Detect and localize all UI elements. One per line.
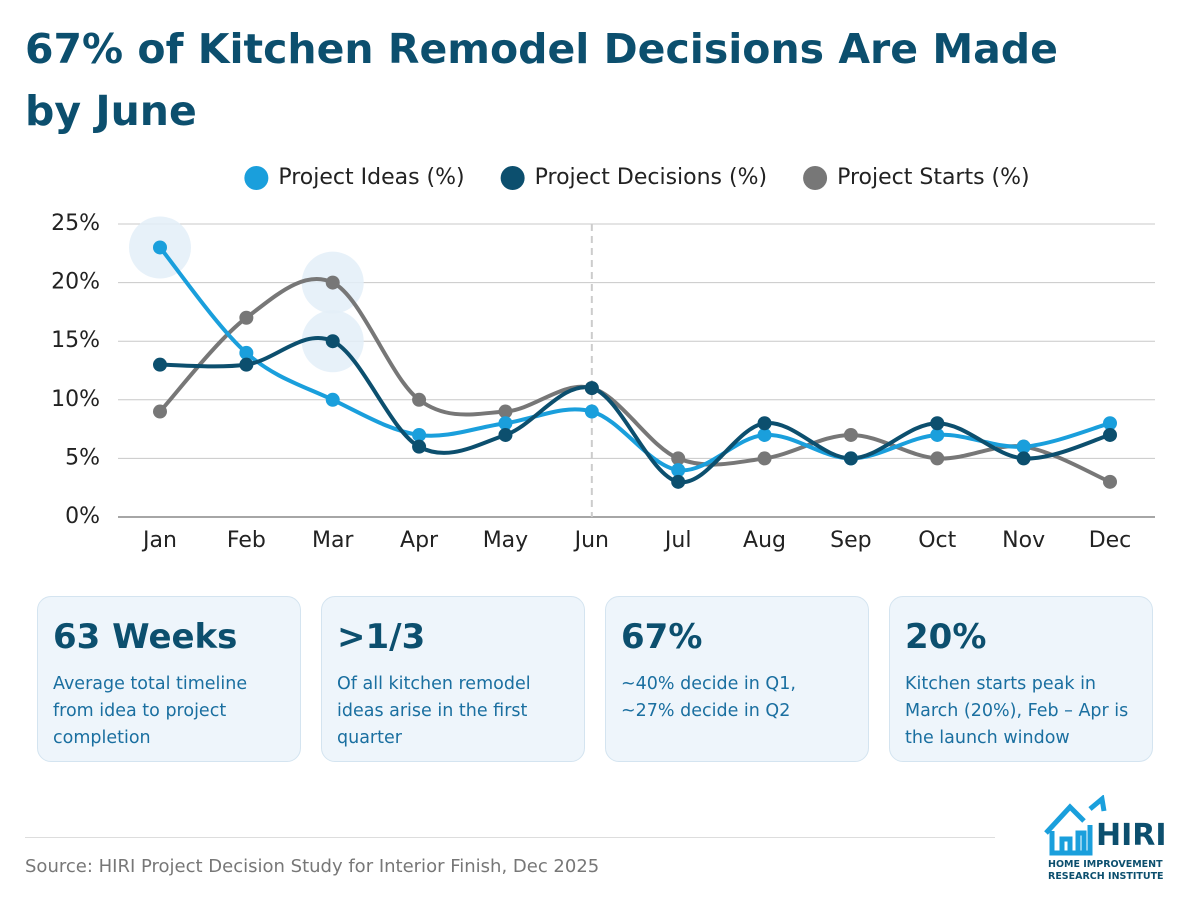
- data-point: [1103, 416, 1117, 431]
- data-point: [584, 404, 599, 419]
- data-point: [325, 392, 340, 407]
- card-text: ~40% decide in Q1, ~27% decide in Q2: [621, 674, 796, 721]
- card-text: Of all kitchen remodel ideas arise in th…: [337, 674, 531, 748]
- series-line: [159, 335, 1111, 484]
- x-tick-label: Feb: [227, 528, 266, 553]
- logo-icon: [1044, 795, 1107, 835]
- legend-swatch: [500, 166, 525, 190]
- data-point: [325, 334, 340, 349]
- legend-item: Project Decisions (%): [500, 165, 767, 190]
- data-point: [930, 416, 945, 431]
- y-tick-label: 10%: [51, 387, 100, 412]
- y-tick-label: 15%: [51, 328, 100, 353]
- data-point: [584, 381, 599, 396]
- x-tick-label: Jul: [663, 528, 692, 553]
- logo: HIRI HOME IMPROVEMENT RESEARCH INSTITUTE: [1044, 795, 1167, 882]
- logo-name: HIRI: [1096, 818, 1167, 853]
- x-tick-label: Oct: [918, 528, 956, 553]
- x-tick-label: Aug: [743, 528, 786, 553]
- legend: Project Ideas (%) Project Decisions (%) Pr…: [244, 165, 1030, 190]
- legend-item: Project Starts (%): [803, 165, 1030, 190]
- stat-card: 63 Weeks Average total timeline from idea…: [37, 596, 301, 762]
- data-point: [412, 392, 427, 407]
- x-tick-label: Nov: [1002, 528, 1045, 553]
- legend-swatch: [803, 166, 828, 190]
- card-headline: 20%: [905, 617, 987, 657]
- logo-line: RESEARCH INSTITUTE: [1048, 871, 1164, 882]
- data-point: [153, 404, 167, 419]
- logo-line: HOME IMPROVEMENT: [1048, 859, 1163, 870]
- stat-card: 20% Kitchen starts peak in March (20%), F…: [889, 596, 1153, 762]
- card-headline: 67%: [621, 617, 703, 657]
- card-text: Average total timeline from idea to proj…: [53, 674, 248, 748]
- y-tick-label: 5%: [65, 445, 100, 470]
- data-point: [498, 404, 513, 419]
- legend-label: Project Ideas (%): [278, 165, 464, 190]
- card-headline: 63 Weeks: [53, 617, 238, 657]
- legend-item: Project Ideas (%): [244, 165, 465, 190]
- legend-label: Project Decisions (%): [535, 165, 767, 190]
- data-point: [671, 474, 686, 489]
- data-point: [325, 275, 340, 290]
- stat-card: 67% ~40% decide in Q1, ~27% decide in Q2: [605, 596, 869, 762]
- data-point: [671, 463, 686, 478]
- logo-icon: [1049, 825, 1093, 856]
- data-point: [498, 427, 513, 442]
- legend-swatch: [244, 166, 269, 190]
- x-tick-label: Jun: [573, 528, 609, 553]
- data-point: [498, 416, 513, 431]
- y-tick-label: 20%: [51, 270, 100, 295]
- x-tick-label: Sep: [830, 528, 871, 553]
- card-headline: >1/3: [337, 617, 426, 657]
- data-point: [1103, 427, 1117, 442]
- card-text: Kitchen starts peak in March (20%), Feb …: [905, 674, 1129, 748]
- stat-card: >1/3 Of all kitchen remodel ideas arise i…: [321, 596, 585, 762]
- divider: [25, 837, 995, 838]
- data-point: [843, 451, 858, 466]
- data-point: [239, 357, 254, 372]
- data-point: [757, 451, 772, 466]
- data-point: [239, 345, 254, 360]
- legend-label: Project Starts (%): [837, 165, 1030, 190]
- chart: 0% 5% 10% 15% 20% 25% Jan Feb Mar Apr May Jun Jul Aug…: [51, 165, 1155, 553]
- x-tick-label: Apr: [400, 528, 439, 553]
- source: Source: HIRI Project Decision Study for …: [25, 856, 600, 877]
- data-point: [153, 357, 167, 372]
- y-tick-label: 25%: [51, 211, 100, 236]
- data-point: [930, 427, 945, 442]
- data-point: [1016, 451, 1031, 466]
- data-point: [1016, 439, 1031, 454]
- x-tick-label: Mar: [312, 528, 354, 553]
- data-point: [757, 416, 772, 431]
- data-point: [153, 240, 167, 255]
- data-point: [239, 310, 254, 325]
- data-point: [412, 427, 427, 442]
- data-point: [843, 427, 858, 442]
- data-point: [412, 439, 427, 454]
- series-line: [158, 276, 1111, 484]
- y-tick-label: 0%: [65, 504, 100, 529]
- data-point: [930, 451, 945, 466]
- data-point: [1103, 474, 1117, 489]
- x-tick-label: May: [483, 528, 528, 553]
- title: 67% of Kitchen Remodel Decisions Are Mad…: [25, 25, 1058, 135]
- x-tick-label: Dec: [1089, 528, 1132, 553]
- x-tick-label: Jan: [141, 528, 177, 553]
- data-point: [757, 427, 772, 442]
- data-point: [671, 451, 686, 466]
